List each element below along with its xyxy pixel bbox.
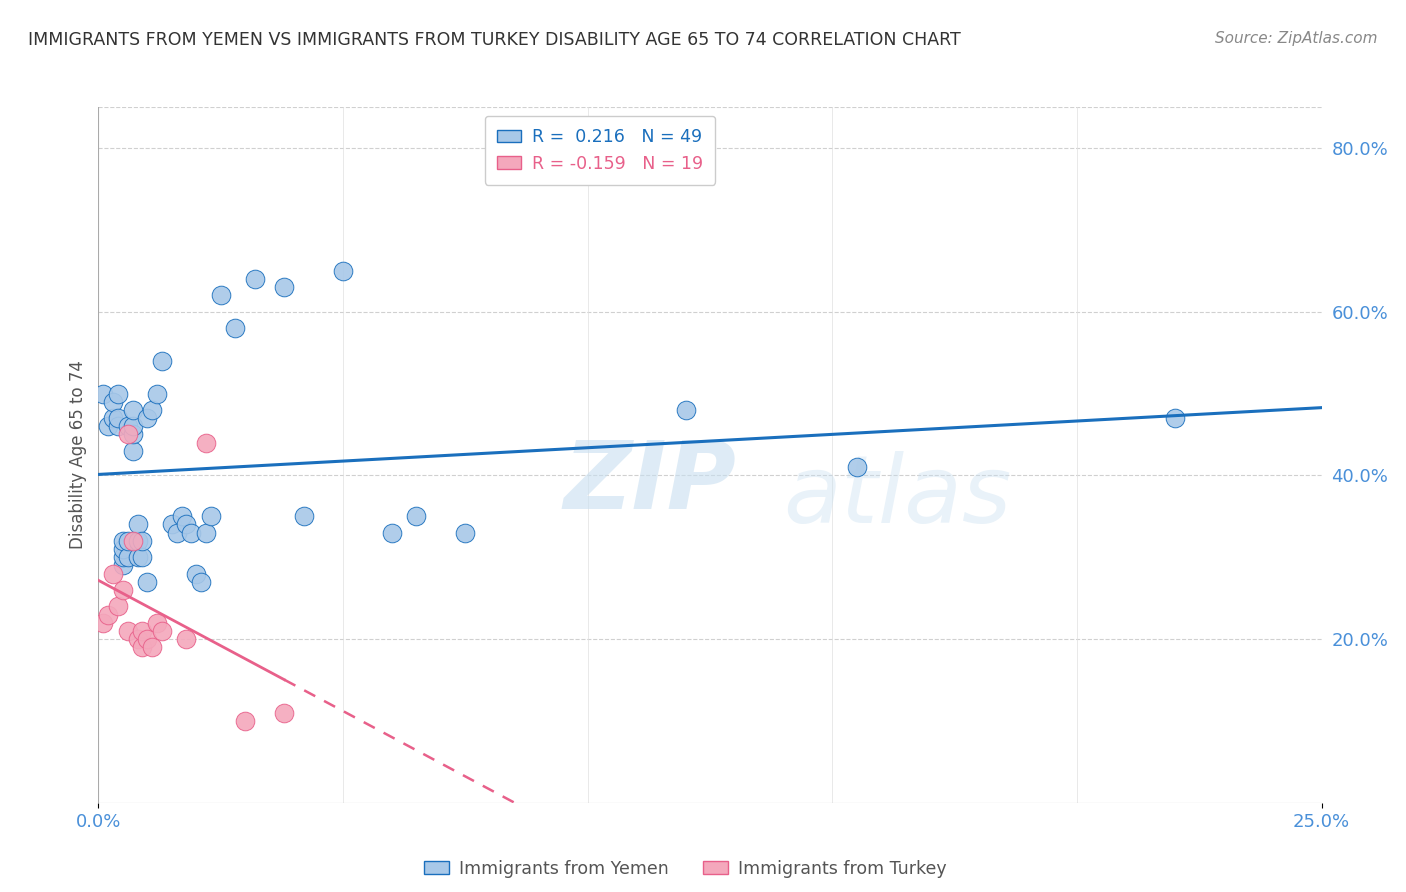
Point [1164, 411, 1187, 425]
Text: atlas: atlas [783, 451, 1012, 542]
Point [117, 624, 139, 638]
Point [121, 427, 143, 442]
Point [117, 419, 139, 434]
Point [146, 615, 169, 630]
Point [131, 624, 153, 638]
Point [111, 550, 134, 565]
Point [224, 321, 246, 335]
Point [292, 509, 315, 524]
Point [107, 419, 129, 434]
Point [97, 607, 120, 622]
Point [243, 272, 266, 286]
Legend: Immigrants from Yemen, Immigrants from Turkey: Immigrants from Yemen, Immigrants from T… [418, 853, 953, 885]
Point [111, 542, 134, 557]
Point [91, 615, 114, 630]
Point [332, 264, 354, 278]
Y-axis label: Disability Age 65 to 74: Disability Age 65 to 74 [69, 360, 87, 549]
Point [127, 517, 149, 532]
Point [233, 714, 256, 728]
Point [273, 706, 295, 720]
Point [180, 525, 202, 540]
Point [166, 525, 188, 540]
Text: ZIP: ZIP [564, 437, 737, 529]
Point [127, 632, 149, 646]
Point [121, 419, 143, 434]
Point [176, 632, 198, 646]
Point [111, 558, 134, 573]
Point [131, 640, 153, 655]
Point [121, 403, 143, 417]
Point [117, 550, 139, 565]
Point [127, 550, 149, 565]
Point [117, 427, 139, 442]
Point [121, 533, 143, 548]
Point [101, 411, 124, 425]
Point [150, 624, 173, 638]
Point [101, 566, 124, 581]
Point [454, 525, 477, 540]
Point [107, 599, 129, 614]
Point [160, 517, 183, 532]
Point [127, 533, 149, 548]
Point [141, 640, 163, 655]
Point [381, 525, 404, 540]
Point [273, 280, 295, 294]
Point [136, 632, 159, 646]
Text: Source: ZipAtlas.com: Source: ZipAtlas.com [1215, 31, 1378, 46]
Point [150, 353, 173, 368]
Point [170, 509, 193, 524]
Point [107, 411, 129, 425]
Point [131, 550, 153, 565]
Point [675, 403, 697, 417]
Point [195, 525, 218, 540]
Point [186, 566, 208, 581]
Point [97, 419, 120, 434]
Point [209, 288, 232, 302]
Point [101, 394, 124, 409]
Point [111, 533, 134, 548]
Point [195, 435, 218, 450]
Point [405, 509, 427, 524]
Point [91, 386, 114, 401]
Point [117, 533, 139, 548]
Point [146, 386, 169, 401]
Point [111, 582, 134, 597]
Point [190, 574, 212, 589]
Point [136, 411, 159, 425]
Point [131, 533, 153, 548]
Text: IMMIGRANTS FROM YEMEN VS IMMIGRANTS FROM TURKEY DISABILITY AGE 65 TO 74 CORRELAT: IMMIGRANTS FROM YEMEN VS IMMIGRANTS FROM… [28, 31, 960, 49]
Point [845, 460, 868, 475]
Point [200, 509, 222, 524]
Point [136, 574, 159, 589]
Point [107, 386, 129, 401]
Point [121, 443, 143, 458]
Point [141, 403, 163, 417]
Point [176, 517, 198, 532]
